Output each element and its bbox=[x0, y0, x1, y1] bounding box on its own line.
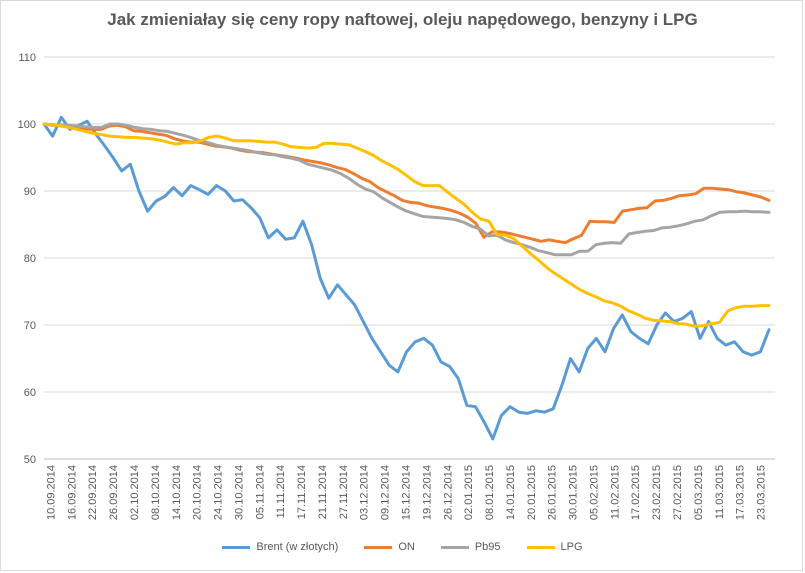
series-line-1 bbox=[42, 122, 771, 245]
x-axis-ticks: 10.09.2014 16.09.2014 22.09.2014 26.09.2014… bbox=[45, 465, 767, 520]
legend-label: ON bbox=[398, 541, 415, 553]
x-tick-label: 20.10.2014 bbox=[192, 465, 204, 520]
x-tick-label: 03.12.2014 bbox=[359, 465, 371, 520]
x-tick-label: 27.11.2014 bbox=[338, 465, 350, 519]
legend-swatch bbox=[364, 545, 393, 549]
x-tick-label: 08.10.2014 bbox=[150, 465, 162, 520]
legend-label: Brent (w złotych) bbox=[256, 541, 339, 553]
y-tick-label: 90 bbox=[24, 186, 36, 198]
x-tick-label: 11.03.2015 bbox=[714, 465, 726, 519]
x-tick-label: 26.09.2014 bbox=[108, 465, 120, 520]
x-tick-label: 09.12.2014 bbox=[380, 465, 392, 520]
y-axis-ticks: 50 60 70 80 90 100 110 bbox=[18, 52, 36, 466]
x-tick-label: 05.02.2015 bbox=[588, 465, 600, 520]
legend-swatch bbox=[526, 545, 555, 549]
x-tick-label: 08.01.2015 bbox=[484, 465, 496, 520]
x-tick-label: 11.11.2014 bbox=[275, 465, 287, 518]
y-tick-label: 60 bbox=[24, 387, 36, 399]
grid-lines bbox=[44, 56, 775, 393]
series-line-3 bbox=[42, 122, 771, 328]
x-tick-label: 17.02.2015 bbox=[630, 465, 642, 520]
x-tick-label: 15.12.2014 bbox=[401, 465, 413, 520]
y-tick-label: 50 bbox=[24, 454, 36, 466]
y-tick-label: 110 bbox=[18, 52, 36, 64]
legend-item: Pb95 bbox=[440, 541, 501, 553]
legend-item: LPG bbox=[526, 541, 583, 553]
legend-item: ON bbox=[364, 541, 415, 553]
x-tick-label: 17.03.2015 bbox=[735, 465, 747, 520]
x-tick-label: 02.10.2014 bbox=[129, 465, 141, 520]
x-tick-label: 21.11.2014 bbox=[317, 465, 329, 519]
y-tick-label: 80 bbox=[24, 253, 36, 265]
x-tick-label: 19.12.2014 bbox=[421, 465, 433, 520]
x-tick-label: 10.09.2014 bbox=[45, 465, 57, 520]
x-tick-label: 23.03.2015 bbox=[756, 465, 768, 520]
x-tick-label: 30.01.2015 bbox=[568, 465, 580, 520]
chart-title: Jak zmieniałay się ceny ropy naftowej, o… bbox=[107, 10, 698, 29]
x-tick-label: 20.01.2015 bbox=[526, 465, 538, 520]
x-tick-label: 26.12.2014 bbox=[442, 465, 454, 520]
x-tick-label: 11.02.2015 bbox=[609, 465, 621, 519]
x-tick-label: 30.10.2014 bbox=[233, 465, 245, 520]
x-tick-label: 17.11.2014 bbox=[296, 465, 308, 519]
legend-swatch bbox=[440, 545, 469, 549]
series-line-0 bbox=[42, 115, 771, 441]
x-tick-label: 16.09.2014 bbox=[66, 465, 78, 520]
x-tick-label: 23.02.2015 bbox=[651, 465, 663, 520]
legend-label: Pb95 bbox=[474, 541, 501, 553]
x-tick-label: 27.02.2015 bbox=[672, 465, 684, 520]
y-tick-label: 100 bbox=[18, 119, 36, 131]
legend-label: LPG bbox=[560, 541, 583, 553]
series-line-2 bbox=[42, 122, 771, 257]
x-tick-label: 05.11.2014 bbox=[254, 465, 266, 519]
x-tick-label: 22.09.2014 bbox=[87, 465, 99, 520]
legend: Brent (w złotych) ON Pb95 LPG bbox=[0, 541, 805, 553]
legend-swatch bbox=[222, 545, 251, 549]
x-tick-label: 02.01.2015 bbox=[463, 465, 475, 520]
series-lines bbox=[42, 115, 771, 441]
x-tick-label: 24.10.2014 bbox=[213, 465, 225, 520]
x-tick-label: 05.03.2015 bbox=[693, 465, 705, 520]
legend-item: Brent (w złotych) bbox=[222, 541, 338, 553]
x-tick-label: 14.10.2014 bbox=[171, 465, 183, 520]
y-tick-label: 70 bbox=[24, 320, 36, 332]
x-tick-label: 14.01.2015 bbox=[505, 465, 517, 520]
x-tick-label: 26.01.2015 bbox=[547, 465, 559, 520]
